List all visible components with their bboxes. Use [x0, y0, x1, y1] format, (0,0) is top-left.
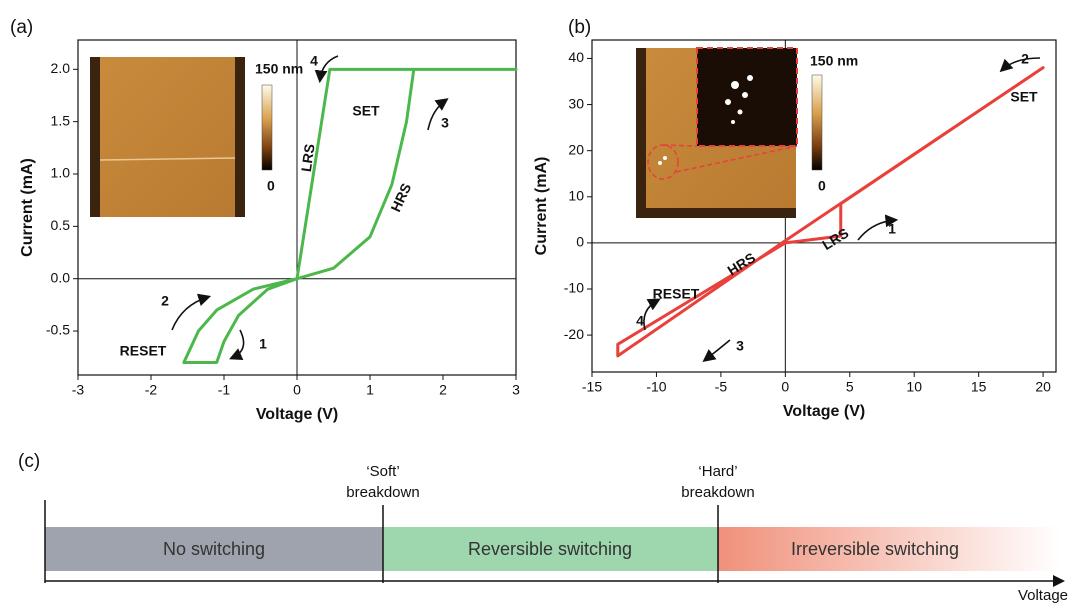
x-tick-label: 20: [1035, 379, 1051, 395]
afm-image: [90, 57, 245, 217]
colorbar: [812, 75, 822, 170]
y-tick-label: -0.5: [46, 322, 70, 338]
annotation: 1: [259, 336, 267, 352]
annotation: RESET: [120, 343, 167, 359]
annotation: 3: [736, 338, 744, 354]
x-tick-label: 15: [971, 379, 987, 395]
x-tick-label: -2: [145, 382, 158, 398]
annotation: 4: [310, 53, 318, 69]
x-axis-label: Voltage (V): [256, 406, 338, 423]
annotation: 1: [888, 221, 896, 237]
annotation: SET: [352, 103, 380, 119]
colorbar-max: 150 nm: [255, 61, 303, 77]
afm-edge: [636, 48, 646, 218]
segment-label: Irreversible switching: [791, 539, 959, 559]
annotation: 4: [636, 313, 644, 329]
y-axis-label: Current (mA): [19, 158, 36, 257]
x-tick-label: 2: [439, 382, 447, 398]
segment-label: Reversible switching: [468, 539, 632, 559]
x-tick-label: 3: [512, 382, 520, 398]
colorbar-max: 150 nm: [810, 53, 858, 69]
marker-label: breakdown: [346, 484, 419, 501]
x-tick-label: 0: [781, 379, 789, 395]
colorbar: [262, 85, 272, 170]
y-tick-label: 0.5: [51, 217, 71, 233]
arrows: [172, 56, 1040, 360]
x-tick-label: 10: [906, 379, 922, 395]
y-tick-label: -10: [564, 280, 584, 296]
x-tick-label: -1: [218, 382, 231, 398]
annotation: SET: [1010, 89, 1038, 105]
y-tick-label: 10: [568, 187, 584, 203]
afm-edge: [636, 208, 796, 218]
y-axis-label: Current (mA): [533, 157, 550, 256]
x-tick-label: 5: [846, 379, 854, 395]
annotation: HRS: [725, 249, 759, 278]
y-tick-label: 30: [568, 95, 584, 111]
x-tick-label: 1: [366, 382, 374, 398]
diagram: (c) No switching Reversible switching Ir…: [18, 451, 1068, 604]
afm-edge: [90, 57, 100, 217]
marker-label: breakdown: [681, 484, 754, 501]
y-tick-label: 1.5: [51, 112, 71, 128]
insets: [90, 48, 822, 218]
y-tick-label: 0: [576, 234, 584, 250]
y-tick-label: 20: [568, 141, 584, 157]
colorbar-min: 0: [267, 178, 275, 194]
afm-edge: [235, 57, 245, 217]
panel-label: (b): [568, 17, 591, 38]
panel-label: (a): [10, 17, 33, 38]
axis-label: Voltage: [1018, 587, 1068, 604]
marker-label: ‘Hard’: [698, 463, 737, 480]
segment-label: No switching: [163, 539, 265, 559]
y-tick-label: 0.0: [51, 269, 71, 285]
annotation: RESET: [653, 286, 700, 302]
y-tick-label: -20: [564, 326, 584, 342]
x-tick-label: -3: [72, 382, 85, 398]
x-tick-label: -5: [715, 379, 728, 395]
x-tick-label: 0: [293, 382, 301, 398]
figure: (c) No switching Reversible switching Ir…: [0, 0, 1070, 606]
marker-label: ‘Soft’: [366, 463, 399, 480]
panel-label: (c): [18, 451, 40, 472]
chart: (a) -3 -2 -1 0 1 2 3 -0.5 0.0 0.5 1.0 1.5 2.0 Voltage …: [10, 17, 520, 423]
annotation: 3: [441, 115, 449, 131]
x-tick-label: -15: [582, 379, 602, 395]
annotation: LRS: [819, 225, 851, 253]
x-tick-label: -10: [646, 379, 666, 395]
x-axis-label: Voltage (V): [783, 403, 865, 420]
annotation: 2: [161, 293, 169, 309]
y-tick-label: 1.0: [51, 165, 71, 181]
y-tick-label: 40: [568, 49, 584, 65]
y-tick-label: 2.0: [51, 60, 71, 76]
colorbar-min: 0: [818, 178, 826, 194]
